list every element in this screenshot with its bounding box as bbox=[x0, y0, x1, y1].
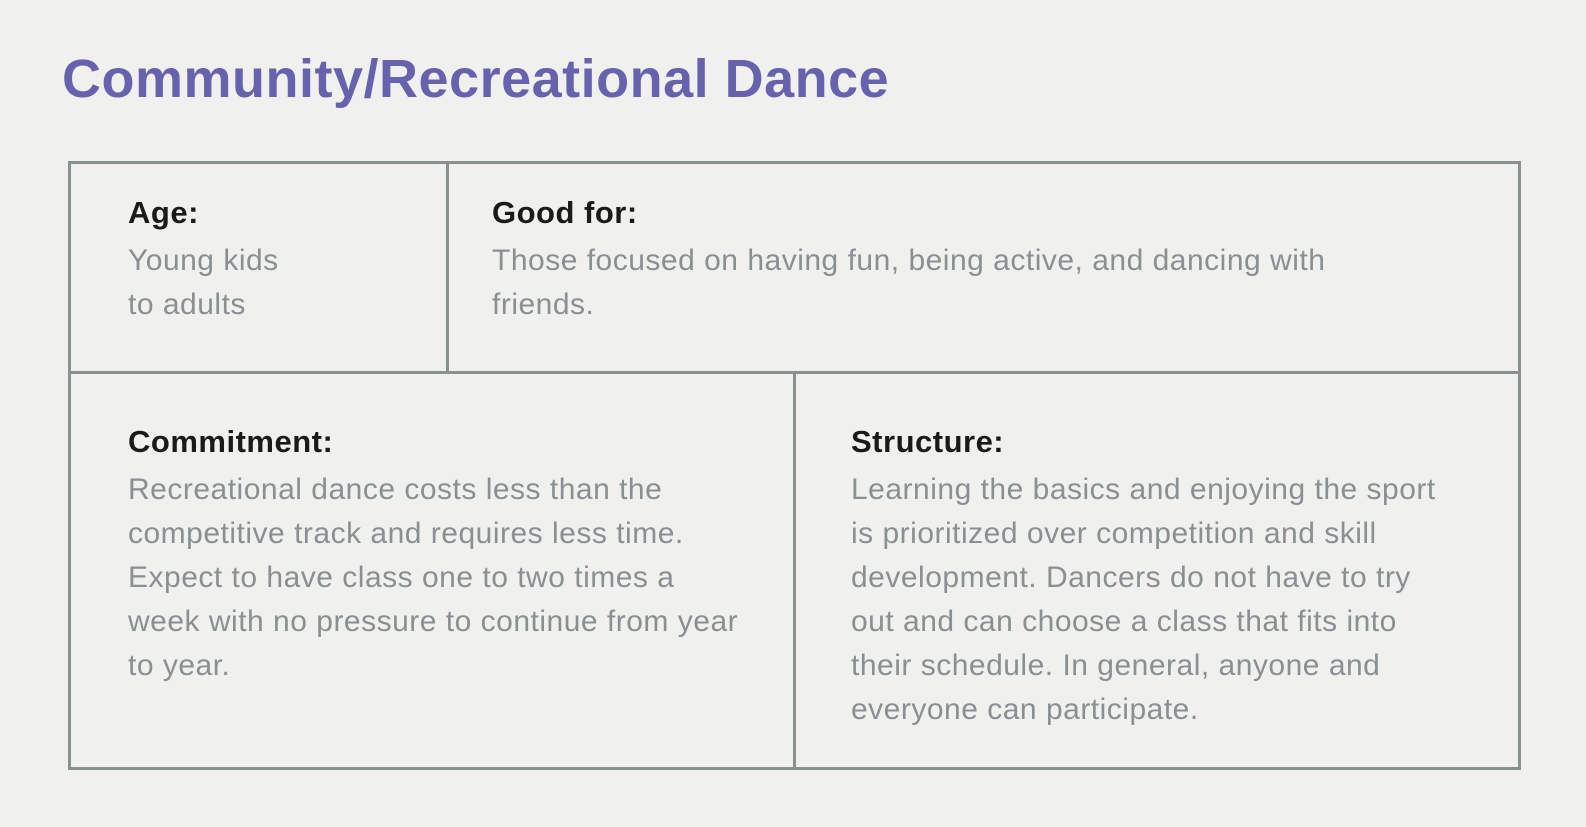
table-row-bottom: Commitment: Recreational dance costs les… bbox=[71, 374, 1518, 767]
good-for-label: Good for: bbox=[492, 195, 638, 230]
table-row-top: Age: Young kids to adults Good for: Thos… bbox=[71, 164, 1518, 374]
info-table: Age: Young kids to adults Good for: Thos… bbox=[68, 161, 1521, 770]
structure-text: Learning the basics and enjoying the spo… bbox=[851, 473, 1436, 726]
page-title: Community/Recreational Dance bbox=[62, 49, 890, 109]
commitment-label: Commitment: bbox=[128, 424, 334, 459]
structure-label: Structure: bbox=[851, 424, 1005, 459]
good-for-text: Those focused on having fun, being activ… bbox=[492, 244, 1326, 321]
age-text: Young kids to adults bbox=[128, 244, 279, 321]
age-label: Age: bbox=[128, 195, 199, 230]
commitment-text: Recreational dance costs less than the c… bbox=[128, 473, 739, 682]
cell-age: Age: Young kids to adults bbox=[71, 164, 449, 371]
cell-commitment: Commitment: Recreational dance costs les… bbox=[71, 374, 796, 767]
cell-structure: Structure: Learning the basics and enjoy… bbox=[796, 374, 1518, 767]
cell-good-for: Good for: Those focused on having fun, b… bbox=[449, 164, 1518, 371]
